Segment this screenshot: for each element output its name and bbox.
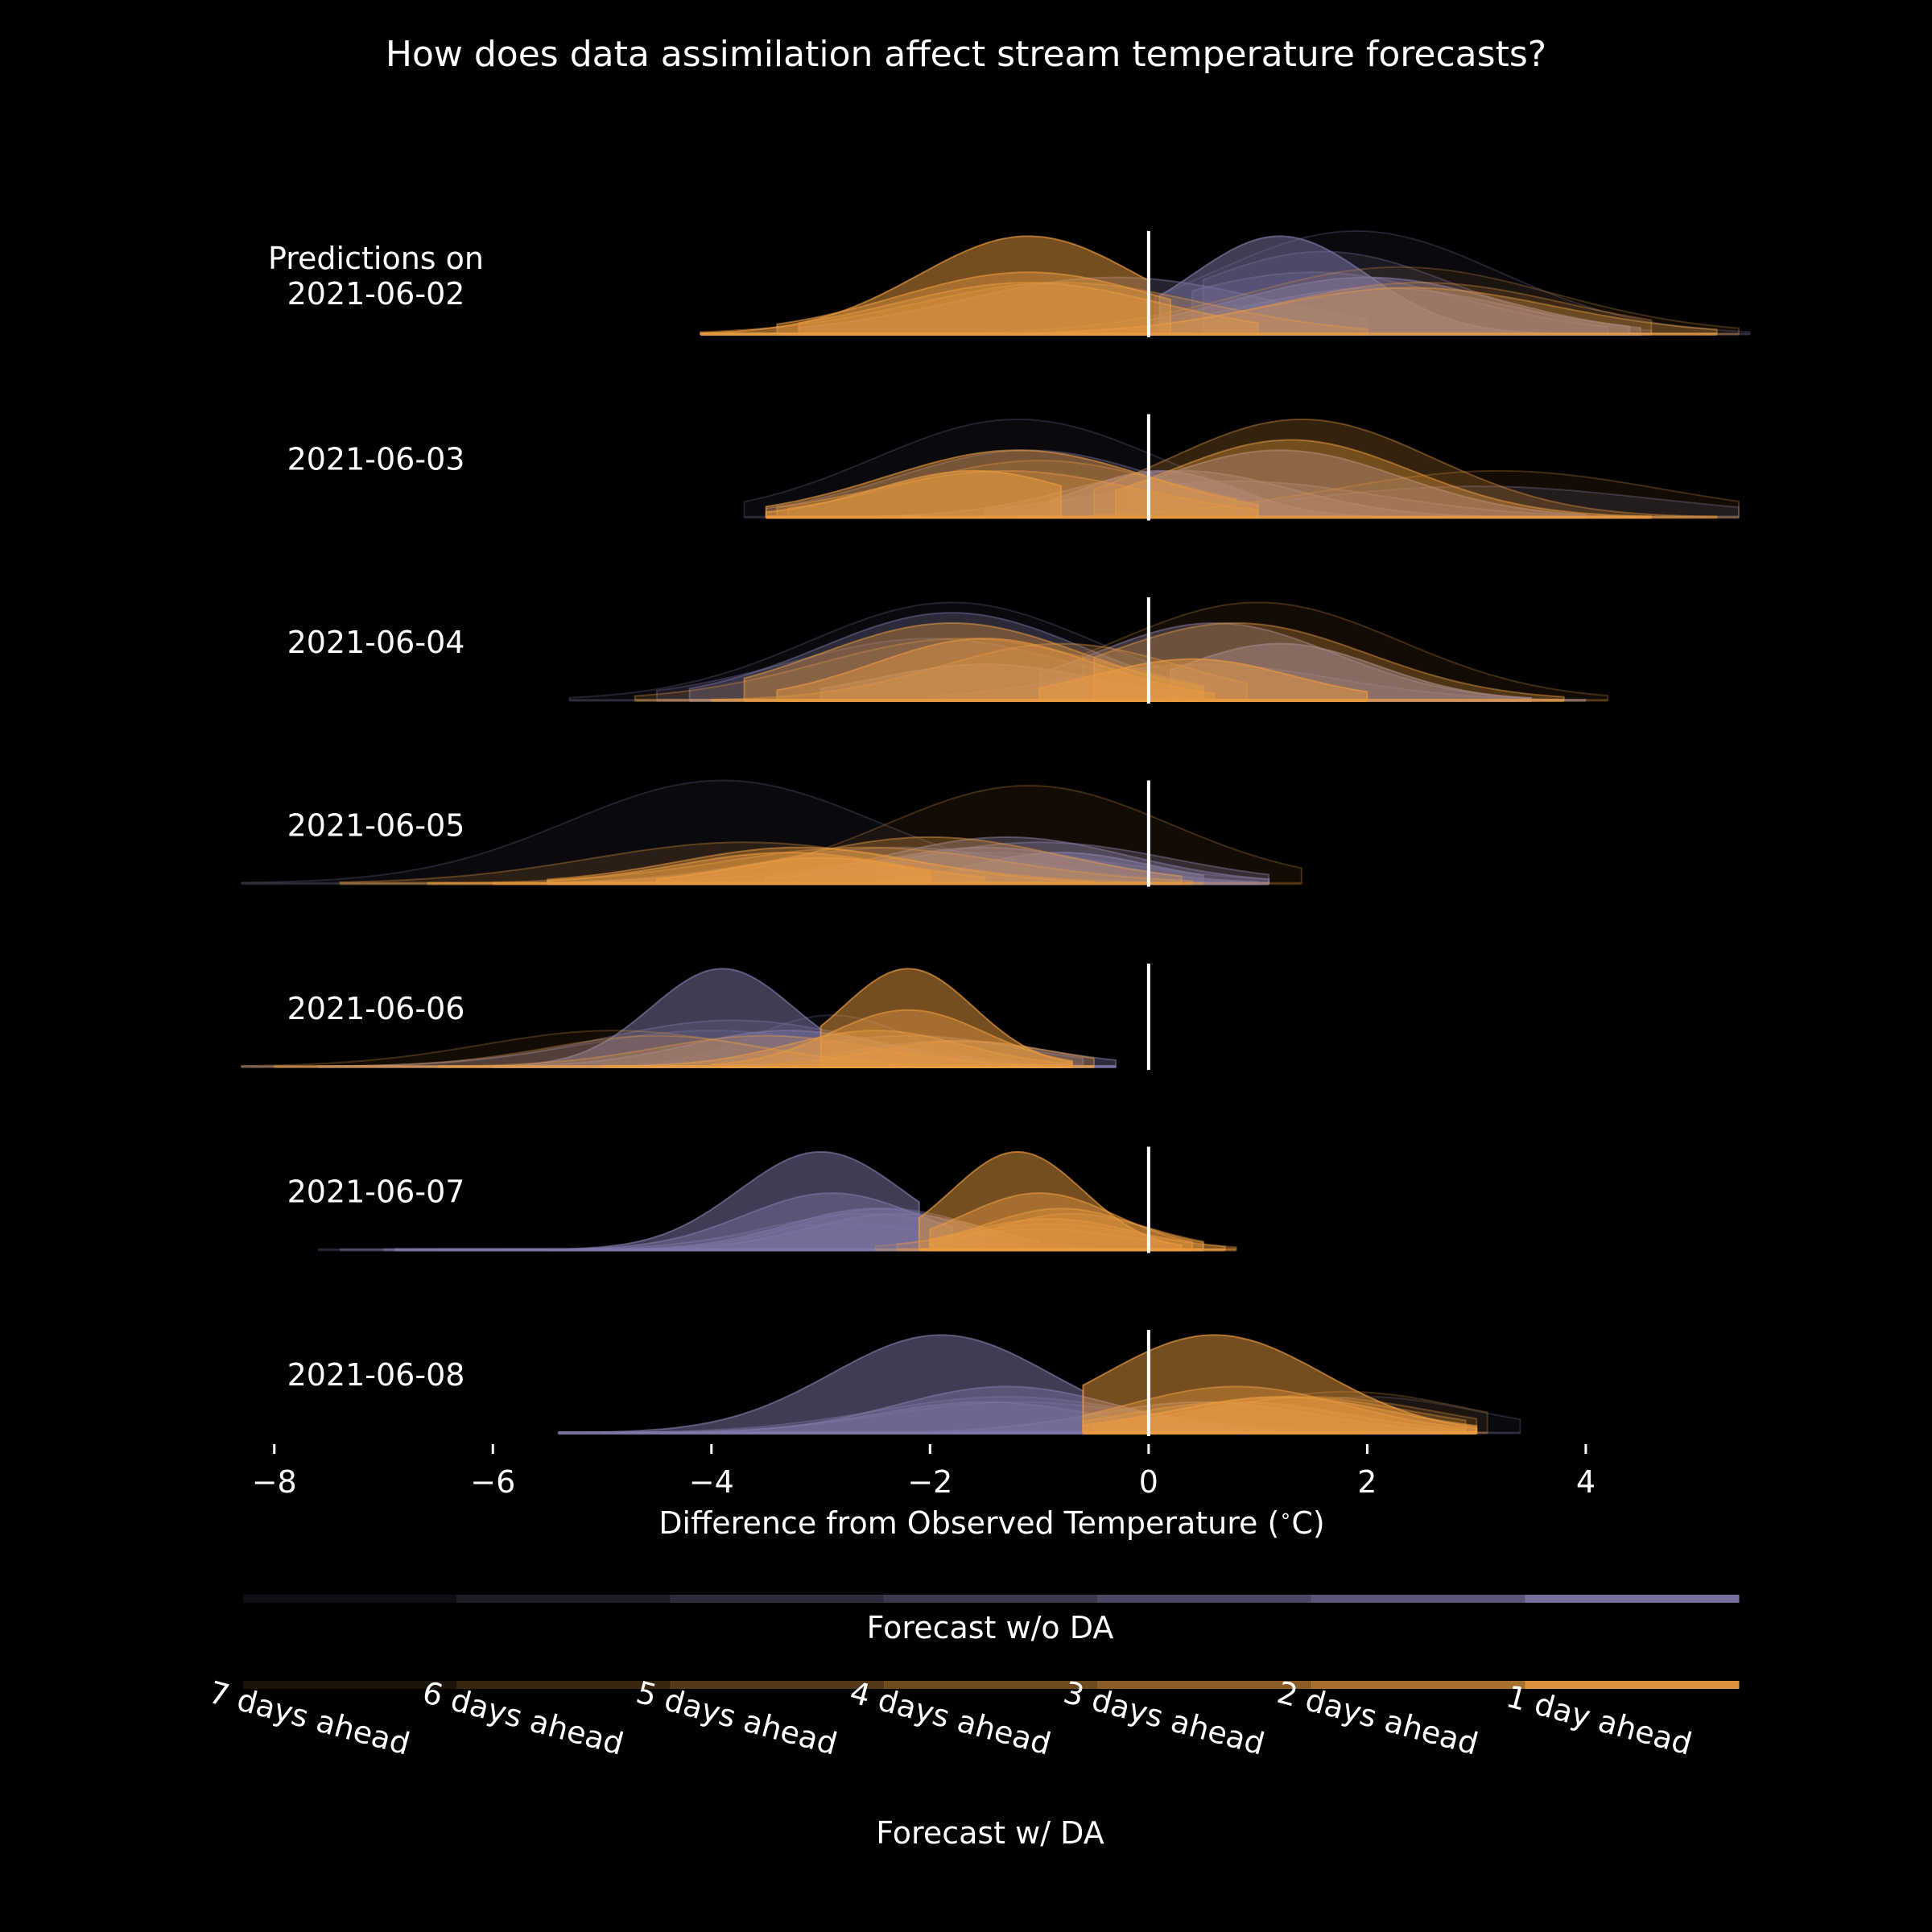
row-label-line: 2021-06-03: [287, 442, 465, 477]
row-label-2: 2021-06-03: [287, 442, 465, 477]
legend-no-da-segment-3: [670, 1595, 885, 1603]
density-da-lead-1: [819, 968, 1073, 1067]
row-label-5: 2021-06-06: [287, 991, 465, 1026]
ridge-row-7: [557, 1334, 1521, 1435]
density-da-lead-7: [1093, 469, 1740, 518]
x-axis-unit: C): [1291, 1505, 1324, 1541]
legend-no-da-segment-2: [456, 1595, 671, 1603]
x-tick-label-3: −2: [907, 1464, 952, 1500]
legend-da-segment-1: [243, 1681, 457, 1689]
row-label-3: 2021-06-04: [287, 625, 465, 660]
x-tick-label-6: 4: [1576, 1464, 1596, 1500]
x-axis-label: Difference from Observed Temperature (∘C…: [658, 1505, 1324, 1541]
ridge-row-1: [700, 230, 1751, 336]
x-tick-label-2: −4: [689, 1464, 734, 1500]
density-no-da-lead-1: [492, 968, 822, 1067]
ridge-row-2: [743, 418, 1740, 519]
row-label-line: 2021-06-08: [287, 1357, 465, 1393]
row-labels: Predictions on 2021-06-02 2021-06-03 2021-0…: [268, 241, 484, 1393]
row-label-line: 2021-06-04: [287, 625, 465, 660]
legend-da-bar: [243, 1681, 1740, 1689]
row-label-4: 2021-06-05: [287, 808, 465, 844]
density-da-lead-3: [1115, 439, 1653, 518]
legend-da-segment-7: [1525, 1681, 1740, 1689]
legend-no-da-segment-4: [884, 1595, 1099, 1603]
ridges-group: [241, 230, 1751, 1435]
chart-title: How does data assimilation affect stream…: [386, 34, 1546, 75]
row-label-6: 2021-06-07: [287, 1174, 465, 1210]
density-no-da-lead-7: [568, 601, 1216, 701]
legend-da-label: Forecast w/ DA: [876, 1815, 1104, 1851]
x-tick-label-4: 0: [1139, 1464, 1158, 1500]
ridge-row-5: [241, 968, 1117, 1068]
density-no-da-lead-1: [1158, 235, 1565, 335]
legend-no-da-segment-6: [1311, 1595, 1526, 1603]
x-tick-label-5: 2: [1357, 1464, 1377, 1500]
x-tick-label-1: −6: [470, 1464, 515, 1500]
legend-da-segment-5: [1097, 1681, 1312, 1689]
legend-no-da-segment-5: [1097, 1595, 1312, 1603]
density-da-lead-1: [655, 857, 931, 885]
legend-no-da-segment-7: [1525, 1595, 1740, 1603]
degree-symbol: ∘: [1279, 1505, 1291, 1527]
row-label-line: Predictions on: [268, 241, 484, 276]
legend-da-segment-2: [456, 1681, 671, 1689]
legend-no-da-label: Forecast w/o DA: [867, 1610, 1114, 1645]
ridge-row-4: [241, 779, 1302, 886]
row-label-1: Predictions on 2021-06-02: [268, 241, 484, 312]
row-label-line: 2021-06-05: [287, 808, 465, 844]
row-label-line: 2021-06-07: [287, 1174, 465, 1210]
legend-da-segment-4: [884, 1681, 1099, 1689]
density-no-da-lead-1: [874, 852, 1204, 885]
legend-da-segment-3: [670, 1681, 885, 1689]
legend-no-da-segment-1: [243, 1595, 457, 1603]
x-axis: −8 −6 −4 −2 0 2 4: [252, 1444, 1596, 1500]
ridge-row-6: [318, 1150, 1237, 1252]
density-da-lead-1: [1038, 658, 1368, 701]
density-no-da-lead-1: [547, 1150, 920, 1251]
density-da-lead-1: [918, 1150, 1183, 1251]
legend-da-segment-6: [1311, 1681, 1526, 1689]
row-label-line: 2021-06-02: [287, 276, 465, 312]
density-da-lead-1: [1082, 1334, 1478, 1434]
legend-no-da-bar: [243, 1595, 1740, 1603]
ridge-row-3: [568, 601, 1609, 702]
row-label-7: 2021-06-08: [287, 1357, 465, 1393]
density-no-da-lead-1: [557, 1334, 1084, 1434]
density-da-lead-1: [700, 235, 1150, 335]
x-tick-label-0: −8: [252, 1464, 297, 1500]
density-da-lead-1: [765, 469, 1063, 518]
row-label-line: 2021-06-06: [287, 991, 465, 1026]
